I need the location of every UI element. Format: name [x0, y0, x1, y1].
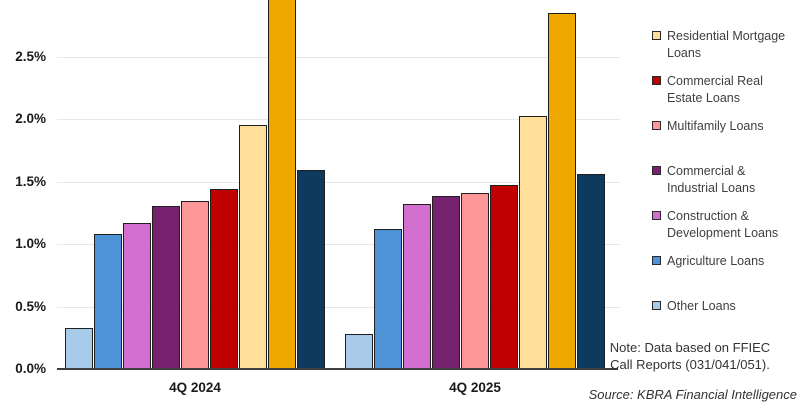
legend-label: Multifamily Loans [667, 119, 764, 133]
y-gridline-1.0% [57, 244, 620, 245]
legend-swatch-icon [652, 256, 661, 265]
legend-item-other-loans: Other Loans [652, 298, 736, 315]
legend-label: Commercial Real Estate Loans [667, 74, 763, 105]
bar-4q-2024-gold-unlabeled [268, 0, 296, 369]
note-line-2: Call Reports (031/041/051). [610, 357, 770, 372]
bar-4q-2025-construction-development-loans [403, 204, 431, 369]
legend-swatch-icon [652, 76, 661, 85]
legend-item-commercial-industrial-loans: Commercial & Industrial Loans [652, 163, 755, 197]
y-tick-label-0.5%: 0.5% [15, 299, 46, 314]
y-gridline-2.0% [57, 119, 620, 120]
bar-4q-2025-other-loans [345, 334, 373, 369]
y-tick-label-2.0%: 2.0% [15, 111, 46, 126]
category-label-4q-2025: 4Q 2025 [449, 380, 501, 395]
legend-item-agriculture-loans: Agriculture Loans [652, 253, 764, 270]
bar-4q-2024-agriculture-loans [94, 234, 122, 369]
bar-4q-2025-commercial-real-estate-loans [490, 185, 518, 369]
bar-4q-2024-commercial-real-estate-loans [210, 189, 238, 369]
bar-4q-2025-commercial-industrial-loans [432, 196, 460, 369]
legend-swatch-icon [652, 166, 661, 175]
bar-4q-2025-gold-unlabeled [548, 13, 576, 369]
bar-4q-2024-other-loans [65, 328, 93, 369]
bar-4q-2024-residential-mortgage-loans [239, 125, 267, 369]
legend-label: Construction & Development Loans [667, 209, 779, 240]
legend-item-multifamily-loans: Multifamily Loans [652, 118, 764, 135]
bar-4q-2025-residential-mortgage-loans [519, 116, 547, 369]
y-tick-label-2.5%: 2.5% [15, 49, 46, 64]
y-tick-label-0.0%: 0.0% [15, 361, 46, 376]
legend-item-construction-development-loans: Construction & Development Loans [652, 208, 778, 242]
x-axis-line [57, 368, 618, 370]
legend-swatch-icon [652, 31, 661, 40]
y-gridline-1.5% [57, 182, 620, 183]
y-gridline-0.5% [57, 307, 620, 308]
bar-4q-2024-commercial-industrial-loans [152, 206, 180, 369]
bar-4q-2025-agriculture-loans [374, 229, 402, 369]
legend-item-commercial-real-estate-loans: Commercial Real Estate Loans [652, 73, 763, 107]
bar-4q-2024-construction-development-loans [123, 223, 151, 369]
y-tick-label-1.5%: 1.5% [15, 174, 46, 189]
bar-4q-2025-multifamily-loans [461, 193, 489, 369]
bar-4q-2024-navy-unlabeled [297, 170, 325, 369]
bar-4q-2024-multifamily-loans [181, 201, 209, 369]
legend-swatch-icon [652, 211, 661, 220]
legend-label: Commercial & Industrial Loans [667, 164, 756, 195]
bar-4q-2025-navy-unlabeled [577, 174, 605, 369]
legend-label: Agriculture Loans [667, 254, 765, 268]
note-line-1: Note: Data based on FFIEC [609, 340, 771, 355]
legend-swatch-icon [652, 301, 661, 310]
y-tick-label-1.0%: 1.0% [15, 236, 46, 251]
y-gridline-2.5% [57, 57, 620, 58]
legend-label: Other Loans [667, 299, 736, 313]
legend-swatch-icon [652, 121, 661, 130]
legend-label: Residential Mortgage Loans [667, 29, 786, 60]
category-label-4q-2024: 4Q 2024 [169, 380, 221, 395]
source-text: Source: KBRA Financial Intelligence [588, 387, 797, 402]
note-text: Note: Data based on FFIEC Call Reports (… [585, 339, 795, 373]
legend-item-residential-mortgage-loans: Residential Mortgage Loans [652, 28, 785, 62]
